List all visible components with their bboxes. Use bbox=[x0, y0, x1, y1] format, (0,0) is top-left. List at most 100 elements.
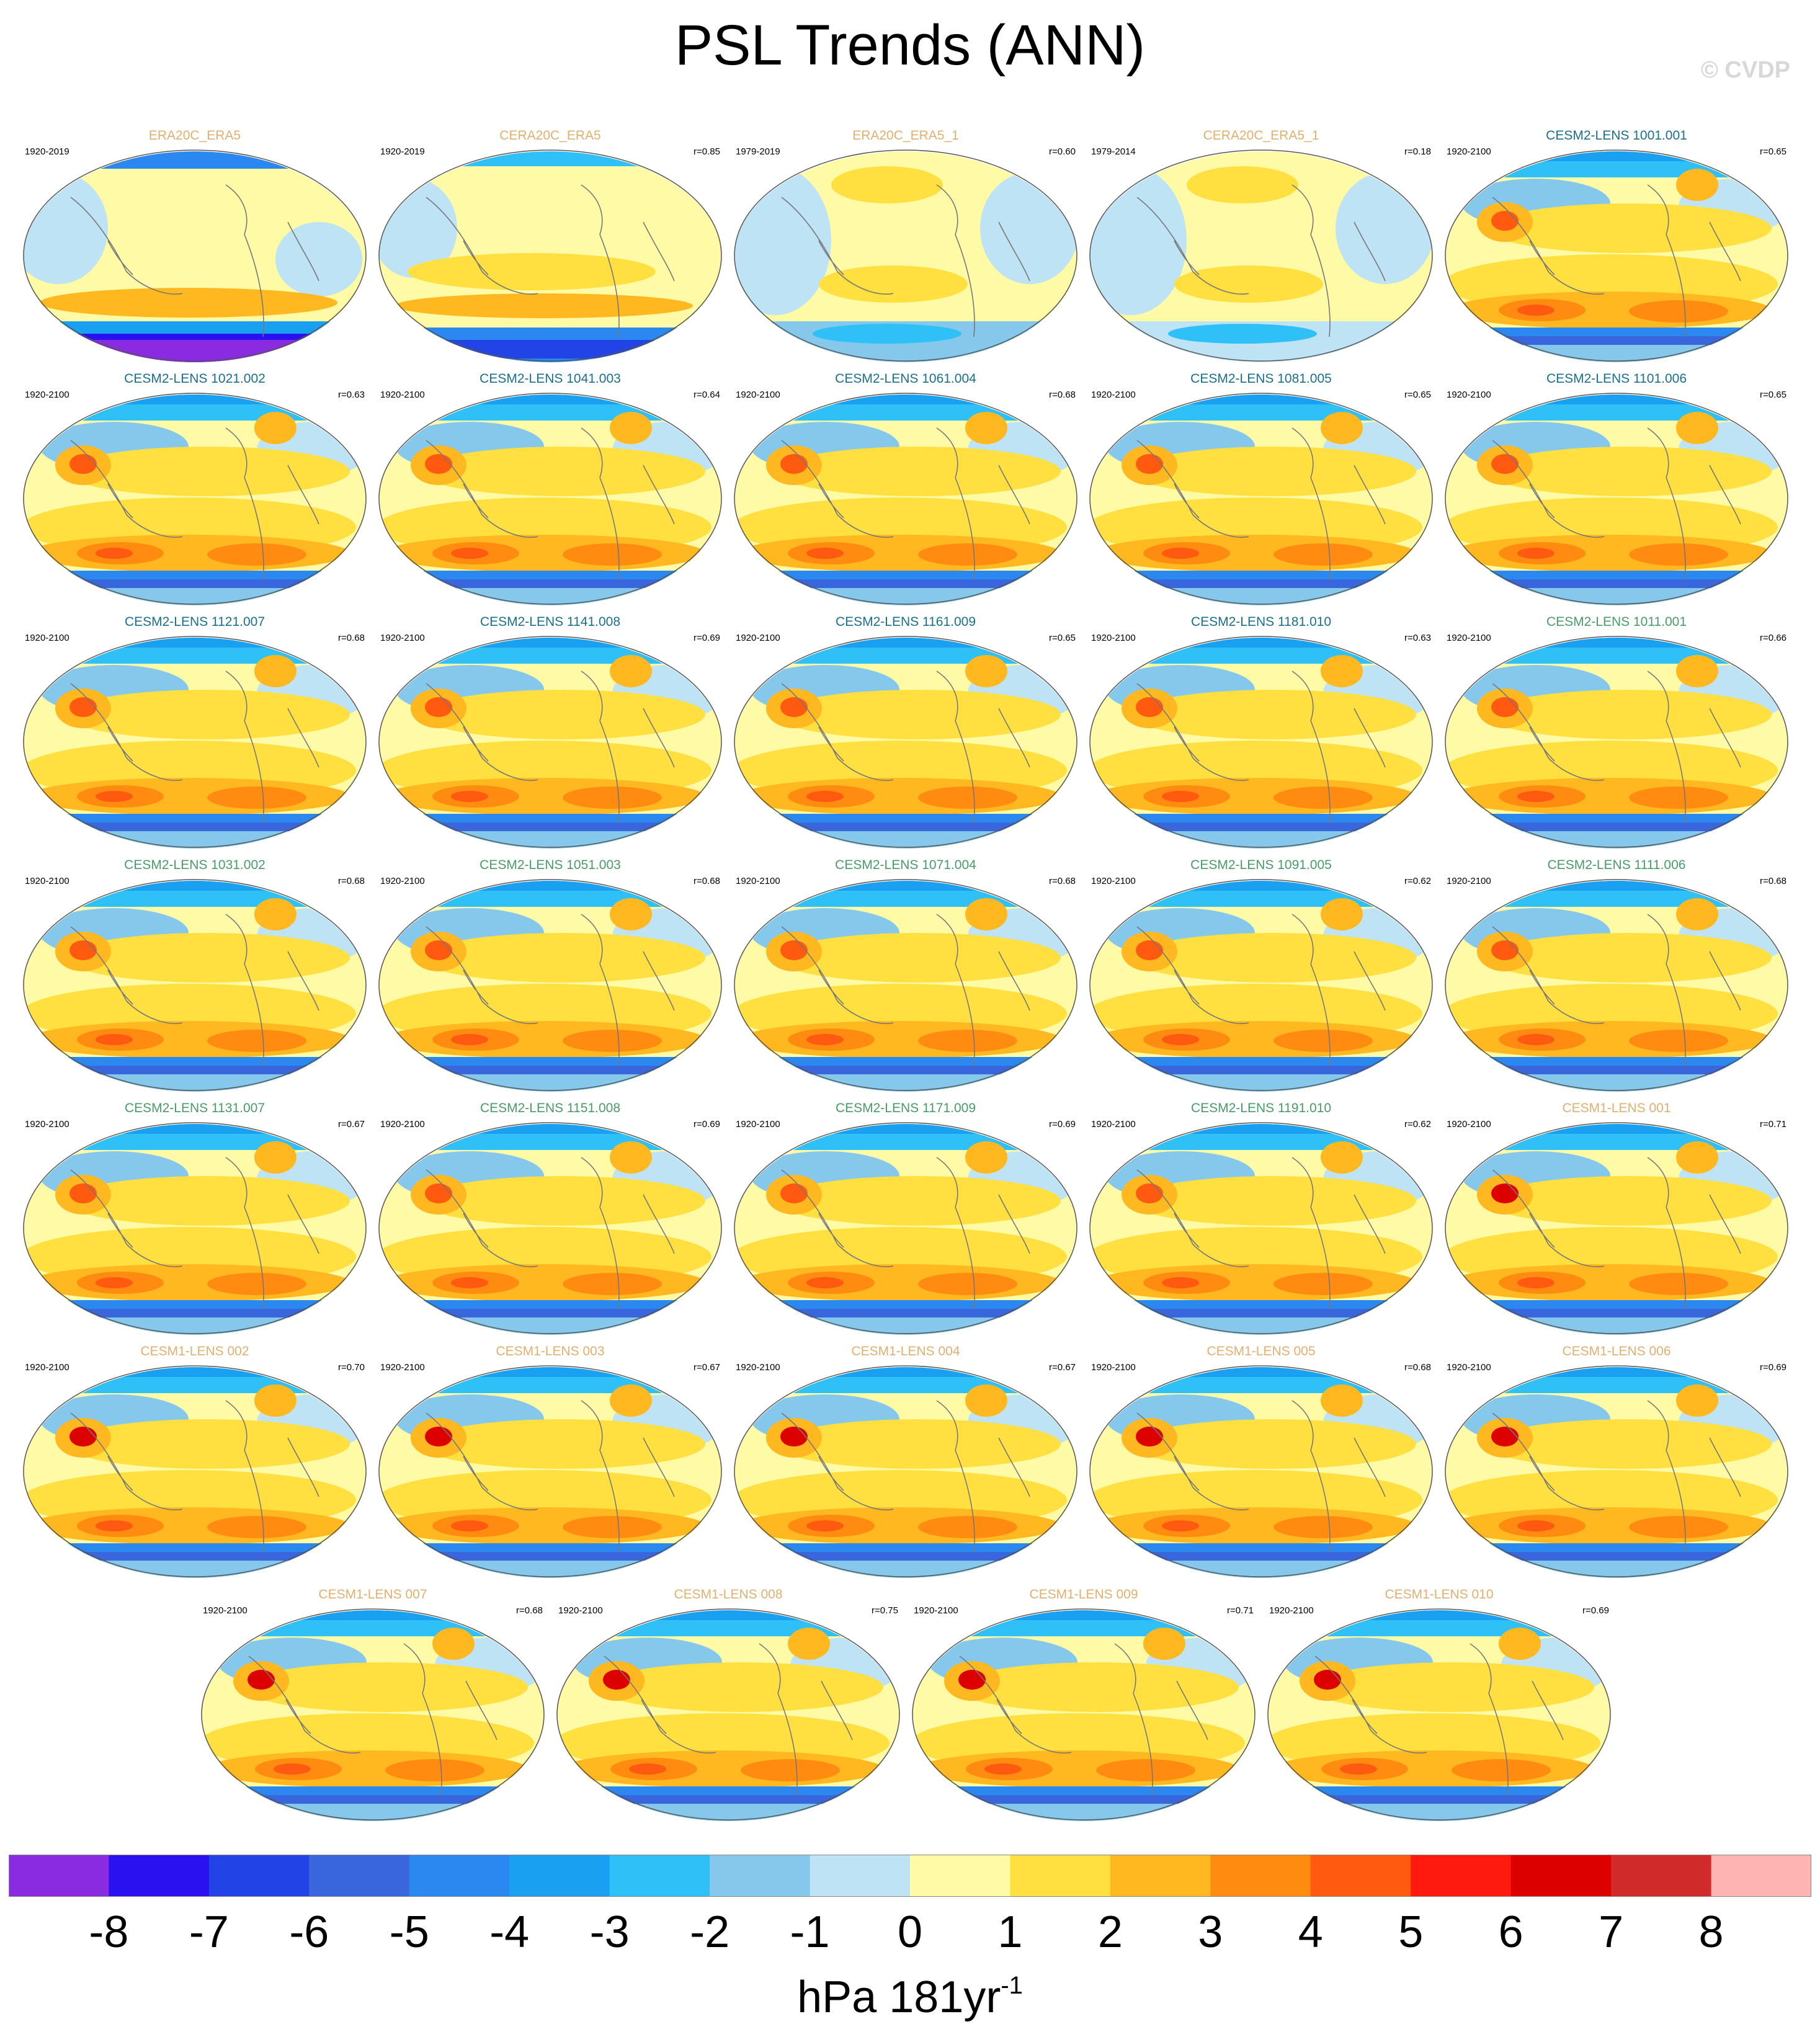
panel-title: CESM2-LENS 1101.006 bbox=[1546, 372, 1687, 386]
map-outline bbox=[734, 636, 1077, 848]
trend-field bbox=[734, 881, 1077, 1092]
southern-high-peak bbox=[1517, 1277, 1555, 1288]
panel-title: CESM2-LENS 1131.007 bbox=[124, 1101, 265, 1115]
antarctic-low-core bbox=[1168, 324, 1317, 344]
southern-high-core-east bbox=[918, 1516, 1017, 1538]
panel-pattern-correlation: r=0.68 bbox=[1760, 876, 1787, 886]
southern-high-peak bbox=[806, 1277, 844, 1288]
map-projection bbox=[734, 393, 1077, 605]
map-projection bbox=[1445, 149, 1788, 362]
southern-ocean-low-core bbox=[734, 1066, 1077, 1074]
asian-high-core bbox=[603, 1670, 630, 1690]
panel-pattern-correlation: r=0.60 bbox=[1049, 146, 1076, 157]
map-panel: CESM2-LENS 1071.004 1920-2100 r=0.68 bbox=[732, 857, 1079, 1092]
southern-high-peak bbox=[806, 1034, 844, 1045]
southern-high-peak bbox=[96, 1034, 133, 1045]
panel-pattern-correlation: r=0.75 bbox=[872, 1605, 898, 1616]
europe-high bbox=[610, 412, 652, 444]
asian-high-core bbox=[1136, 454, 1163, 474]
map-projection bbox=[734, 879, 1077, 1092]
subtropical-high-band bbox=[775, 933, 1061, 983]
panel-pattern-correlation: r=0.62 bbox=[1404, 1119, 1431, 1130]
europe-high bbox=[1143, 1628, 1185, 1660]
europe-high bbox=[254, 1141, 297, 1174]
map-outline bbox=[734, 149, 1077, 362]
southern-high-peak bbox=[1162, 1034, 1199, 1045]
coastlines bbox=[70, 1157, 319, 1310]
colorbar-segment bbox=[1711, 1855, 1811, 1897]
panel-title: CESM1-LENS 005 bbox=[1207, 1344, 1316, 1358]
southern-high-peak bbox=[1517, 1520, 1555, 1531]
map-outline bbox=[1089, 149, 1433, 362]
subtropical-high-band bbox=[420, 447, 705, 496]
southern-high-band bbox=[40, 288, 337, 318]
coastlines bbox=[70, 1400, 319, 1553]
subtropical-high-band bbox=[1131, 1176, 1416, 1226]
europe-high bbox=[1676, 655, 1718, 687]
trend-field bbox=[1090, 1367, 1432, 1578]
atlantic-low bbox=[275, 222, 362, 296]
colorbar-units: hPa 181yr-1 bbox=[797, 1972, 1023, 2022]
map-outline bbox=[1445, 879, 1788, 1091]
panel-title: CESM1-LENS 009 bbox=[1029, 1587, 1138, 1602]
map-outline bbox=[378, 1122, 722, 1334]
panel-title: CESM1-LENS 001 bbox=[1562, 1101, 1671, 1115]
north-high bbox=[1187, 166, 1298, 203]
panel-pattern-correlation: r=0.18 bbox=[1404, 146, 1431, 157]
southern-ocean-low-core bbox=[734, 1309, 1077, 1317]
europe-high bbox=[965, 655, 1007, 687]
subtropical-high-band bbox=[1486, 933, 1772, 983]
southern-high-core-east bbox=[563, 787, 662, 809]
east-low-region bbox=[980, 172, 1077, 284]
panel-title: CESM2-LENS 1111.006 bbox=[1547, 858, 1686, 872]
asian-high-core bbox=[1491, 1183, 1519, 1203]
map-projection bbox=[378, 636, 722, 849]
map-outline bbox=[23, 1365, 367, 1577]
antarctic-low-core bbox=[813, 324, 961, 344]
colorbar-segment bbox=[810, 1855, 911, 1897]
panel-pattern-correlation: r=0.69 bbox=[1049, 1119, 1076, 1130]
panel-title: CERA20C_ERA5_1 bbox=[1203, 128, 1319, 143]
map-outline bbox=[1445, 1365, 1788, 1577]
asian-high-core bbox=[69, 454, 97, 474]
asian-high-core bbox=[425, 1427, 452, 1446]
map-projection bbox=[201, 1608, 545, 1821]
subtropical-high-band bbox=[1131, 447, 1416, 496]
panel-pattern-correlation: r=0.69 bbox=[1760, 1362, 1787, 1373]
colorbar-segment bbox=[1510, 1855, 1612, 1897]
map-projection bbox=[1089, 1365, 1433, 1578]
colorbar-tick-label: 7 bbox=[1599, 1907, 1624, 1957]
panel-title: CESM1-LENS 007 bbox=[318, 1587, 427, 1602]
subtropical-high-band bbox=[420, 690, 705, 739]
map-outline bbox=[378, 636, 722, 848]
panel-title: CESM2-LENS 1151.008 bbox=[480, 1101, 621, 1115]
subtropical-high-band bbox=[1131, 933, 1416, 983]
southern-high-peak bbox=[274, 1763, 311, 1775]
south-high bbox=[1174, 265, 1323, 303]
colorbar-segment bbox=[409, 1855, 510, 1897]
coastlines bbox=[426, 427, 675, 581]
map-panel: ERA20C_ERA5_1 1979-2019 r=0.60 bbox=[732, 128, 1079, 362]
panel-pattern-correlation: r=0.85 bbox=[694, 146, 720, 157]
panel-title: ERA20C_ERA5_1 bbox=[852, 128, 959, 143]
trend-field bbox=[24, 1124, 366, 1335]
subtropical-high-band bbox=[598, 1662, 883, 1712]
southern-high-peak bbox=[96, 548, 133, 559]
coastlines bbox=[248, 1643, 497, 1796]
coastlines bbox=[1136, 671, 1386, 824]
asian-high-core bbox=[69, 1427, 97, 1446]
subtropical-high-band bbox=[65, 1176, 350, 1226]
coastlines bbox=[1136, 184, 1386, 337]
panel-title: CESM2-LENS 1001.001 bbox=[1546, 128, 1687, 143]
southern-high-core-east bbox=[207, 1516, 306, 1538]
map-projection bbox=[23, 879, 367, 1092]
colorbar-tick-label: -7 bbox=[189, 1907, 229, 1957]
europe-high bbox=[1676, 169, 1718, 201]
southern-ocean-low-core bbox=[1445, 336, 1788, 345]
southern-high-core-east bbox=[563, 1030, 662, 1052]
map-panel: ERA20C_ERA5 1920-2019 bbox=[21, 128, 368, 362]
map-panel: CESM1-LENS 002 1920-2100 r=0.70 bbox=[21, 1344, 368, 1578]
map-outline bbox=[734, 1122, 1077, 1334]
europe-high bbox=[965, 1141, 1007, 1174]
southern-ocean-low-core bbox=[1090, 1066, 1432, 1074]
